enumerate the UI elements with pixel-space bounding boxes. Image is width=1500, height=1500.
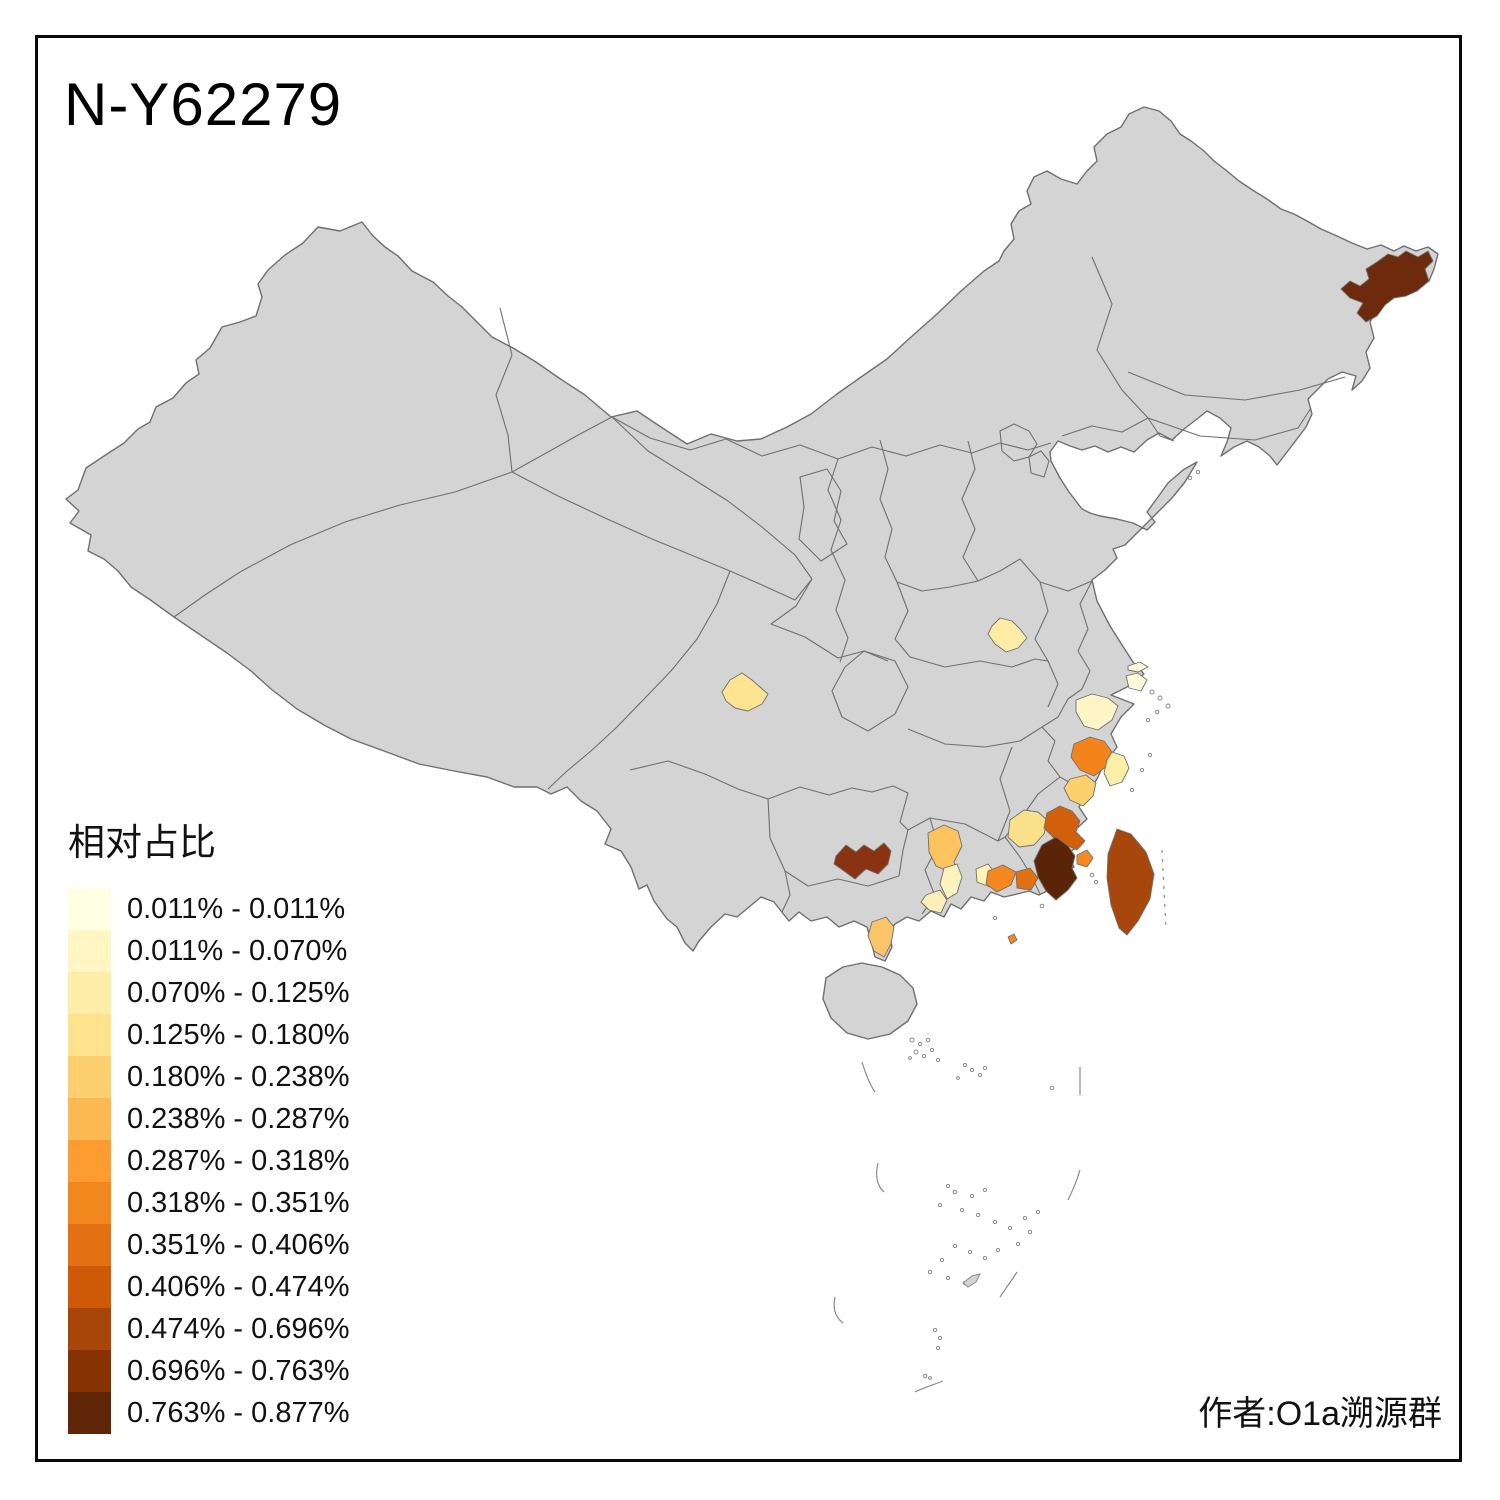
legend-title: 相对占比: [68, 822, 216, 863]
legend-item: 0.287% - 0.318%: [68, 1140, 349, 1182]
legend-label: 0.763% - 0.877%: [127, 1396, 350, 1429]
region-xiamen-fujian: [1076, 849, 1094, 868]
region-southeast-henan: [987, 617, 1028, 653]
legend-label: 0.474% - 0.696%: [127, 1312, 350, 1345]
legend-item: 0.474% - 0.696%: [68, 1308, 349, 1350]
legend-item: 0.125% - 0.180%: [68, 1014, 349, 1056]
page-title: N-Y62279: [64, 71, 343, 138]
region-quanzhou-fujian: [1043, 805, 1086, 851]
legend-label: 0.238% - 0.287%: [127, 1102, 350, 1135]
legend-swatch: [68, 1182, 111, 1224]
legend-label: 0.180% - 0.238%: [127, 1060, 350, 1093]
legend-label: 0.011% - 0.011%: [127, 892, 346, 925]
legend-swatch: [68, 1098, 111, 1140]
legend-label: 0.287% - 0.318%: [127, 1144, 350, 1177]
legend-swatch: [68, 1014, 111, 1056]
region-chengdu-sichuan: [721, 672, 769, 712]
legend-item: 0.318% - 0.351%: [68, 1182, 349, 1224]
legend-swatch: [68, 1266, 111, 1308]
region-central-guizhou: [833, 842, 892, 880]
legend-label: 0.318% - 0.351%: [127, 1186, 350, 1219]
legend-swatch: [68, 972, 111, 1014]
legend-swatch: [68, 1056, 111, 1098]
legend-label: 0.070% - 0.125%: [127, 976, 350, 1009]
region-guangzhou-guangdong: [939, 863, 963, 900]
legend-label: 0.406% - 0.474%: [127, 1270, 350, 1303]
legend-label: 0.011% - 0.070%: [127, 934, 348, 967]
region-chaozhou-guangdong: [985, 864, 1017, 893]
region-taiwan: [1106, 828, 1155, 936]
highlighted-regions: [721, 250, 1434, 958]
legend-label: 0.351% - 0.406%: [127, 1228, 350, 1261]
legend-swatch: [68, 888, 111, 930]
legend-item: 0.011% - 0.070%: [68, 930, 349, 972]
legend-item: 0.238% - 0.287%: [68, 1098, 349, 1140]
region-west-fujian: [1007, 809, 1048, 848]
legend-item: 0.696% - 0.763%: [68, 1350, 349, 1392]
region-nanao-island: [1007, 933, 1018, 945]
region-northeast-heilongjiang: [1340, 250, 1434, 323]
region-south-zhejiang: [1063, 774, 1097, 807]
region-zhangzhou-fujian: [1033, 836, 1078, 901]
legend-swatch: [68, 1224, 111, 1266]
legend-rows: 0.011% - 0.011% 0.011% - 0.070% 0.070% - 0…: [68, 888, 349, 1434]
legend-swatch: [68, 1350, 111, 1392]
legend-label: 0.696% - 0.763%: [127, 1354, 350, 1387]
legend-item: 0.406% - 0.474%: [68, 1266, 349, 1308]
legend-item: 0.011% - 0.011%: [68, 888, 349, 930]
legend-label: 0.125% - 0.180%: [127, 1018, 350, 1051]
legend-item: 0.070% - 0.125%: [68, 972, 349, 1014]
legend: 相对占比 0.011% - 0.011% 0.011% - 0.070% 0.070…: [68, 812, 349, 1434]
region-chongming-shanghai: [1127, 661, 1149, 673]
legend-swatch: [68, 1140, 111, 1182]
region-north-zhejiang: [1075, 693, 1119, 731]
legend-swatch: [68, 1392, 111, 1434]
region-zhanjiang-guangdong: [867, 916, 895, 958]
hainan-island-shape: [822, 962, 918, 1040]
region-foshan-guangdong: [920, 889, 948, 914]
attribution: 作者:O1a溯源群: [1198, 1395, 1442, 1433]
sea-islands: [833, 469, 1201, 1393]
legend-swatch: [68, 1308, 111, 1350]
region-shantou-guangdong: [1015, 867, 1039, 891]
region-shanghai: [1125, 672, 1148, 692]
province-borders: [173, 256, 1346, 915]
legend-item: 0.351% - 0.406%: [68, 1224, 349, 1266]
legend-item: 0.180% - 0.238%: [68, 1056, 349, 1098]
legend-item: 0.763% - 0.877%: [68, 1392, 349, 1434]
region-east-zhejiang: [1103, 751, 1130, 787]
legend-swatch: [68, 930, 111, 972]
